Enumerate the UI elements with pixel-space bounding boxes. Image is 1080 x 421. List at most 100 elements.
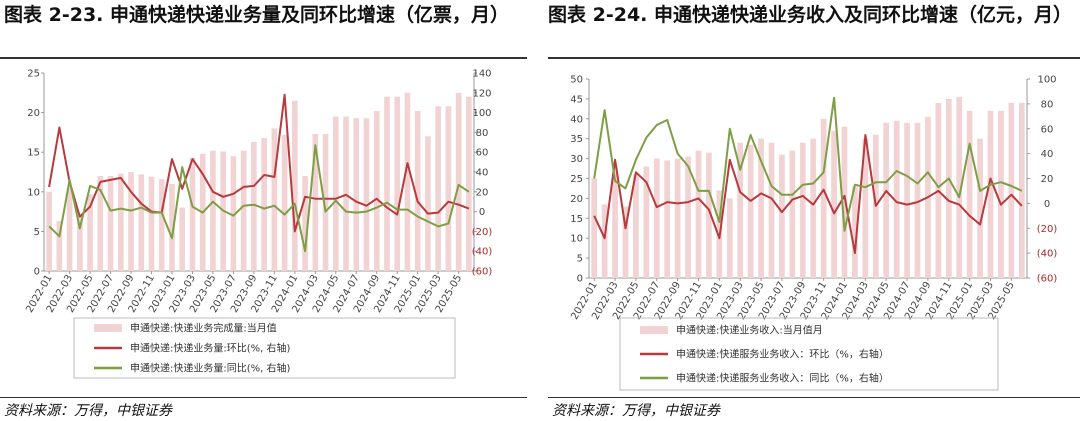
left-bar: [445, 106, 452, 271]
right-bar: [914, 122, 921, 278]
right-left-tick-label: 30: [570, 154, 583, 165]
right-legend-label: 申通快递:快递业务收入:当月值月: [676, 324, 823, 337]
right-bar: [591, 178, 598, 278]
left-bar: [302, 175, 308, 271]
right-bar: [664, 160, 671, 278]
right-right-tick-label: 0: [1044, 199, 1050, 210]
left-bar: [240, 150, 247, 271]
left-right-tick-label: (60): [472, 267, 493, 278]
right-bar: [904, 122, 910, 278]
left-bar: [169, 183, 175, 271]
left-chart-title: 图表 2-23. 申通快递快递业务量及同环比增速（亿票，月）: [4, 4, 509, 26]
left-right-tick-label: 120: [472, 88, 491, 99]
left-right-tick-label: 80: [476, 128, 489, 139]
left-legend-bar-swatch: [94, 324, 122, 332]
right-bar: [622, 206, 629, 278]
right-source-note: 资料来源：万得，中银证券: [552, 403, 720, 419]
left-right-tick-label: (40): [472, 247, 493, 258]
right-bar: [841, 126, 848, 278]
right-mom-line: [593, 134, 1023, 255]
left-bar: [210, 150, 216, 271]
left-mom-line: [48, 93, 470, 233]
left-bar: [394, 96, 401, 271]
left-source-rule: [0, 397, 527, 398]
left-bar: [66, 187, 73, 271]
right-yoy-line: [593, 96, 1023, 232]
left-bar: [128, 172, 134, 271]
right-bar: [862, 138, 869, 278]
right-right-tick-label: (40): [1037, 249, 1058, 260]
left-left-tick-label: 20: [27, 108, 40, 119]
right-bar: [695, 150, 702, 278]
right-legend-label: 申通快递:快递服务业务收入：环比（%，右轴）: [676, 348, 889, 361]
right-left-tick-label: 20: [570, 194, 583, 205]
right-left-tick-label: 5: [577, 254, 583, 265]
right-right-tick-label: (20): [1037, 224, 1058, 235]
left-bar: [158, 179, 165, 271]
left-legend-label: 申通快递:快递业务量:环比(%, 右轴): [130, 342, 290, 355]
left-legend-label: 申通快递:快递业务完成量:当月值: [130, 322, 277, 335]
left-title-rule: [0, 57, 527, 59]
right-left-tick-label: 25: [570, 174, 583, 185]
right-bar: [612, 166, 618, 278]
left-bar: [46, 191, 52, 271]
left-left-tick-label: 15: [27, 148, 40, 159]
right-left-tick-label: 15: [570, 214, 583, 225]
right-right-tick-label: 60: [1041, 124, 1054, 135]
left-bar: [455, 92, 462, 271]
left-bar: [77, 215, 83, 271]
left-right-tick-label: 140: [472, 69, 491, 80]
right-bar: [810, 138, 817, 278]
left-right-tick-label: 60: [476, 148, 489, 159]
left-bar: [312, 133, 319, 271]
right-title-rule: [548, 57, 1080, 59]
right-chart-title: 图表 2-24. 申通快递快递业务收入及同环比增速（亿元，月）: [548, 4, 1072, 26]
right-left-tick-label: 40: [570, 114, 583, 125]
right-bar: [768, 142, 775, 278]
right-legend-bar-swatch: [640, 326, 668, 334]
right-right-tick-label: 100: [1037, 75, 1056, 86]
right-right-tick-label: 20: [1041, 174, 1054, 185]
right-bar: [706, 152, 712, 278]
left-right-tick-label: 20: [476, 187, 489, 198]
right-legend-box: [619, 317, 999, 391]
left-bar: [384, 96, 390, 271]
left-bar: [261, 137, 267, 271]
right-left-tick-label: 50: [570, 75, 583, 86]
right-source-rule: [548, 397, 1080, 398]
right-bar: [601, 204, 608, 278]
right-bar: [945, 98, 952, 279]
left-legend-label: 申通快递:快递业务量:同比(%, 右轴): [130, 362, 290, 375]
left-bar: [179, 207, 186, 271]
right-bar: [758, 138, 764, 278]
left-bar: [56, 221, 63, 271]
right-bar: [852, 186, 858, 278]
left-right-tick-label: 100: [472, 108, 491, 119]
left-bar: [373, 111, 380, 272]
right-bar: [789, 150, 796, 278]
left-bar: [251, 141, 257, 271]
left-bar: [332, 116, 339, 271]
right-legend-label: 申通快递:快递服务业务收入：同比（%，右轴）: [676, 372, 889, 385]
left-bar: [363, 118, 370, 271]
right-bar: [685, 156, 691, 278]
right-bar: [726, 198, 733, 278]
right-bar: [747, 144, 754, 278]
left-bar: [281, 134, 288, 271]
right-left-tick-label: 0: [577, 274, 583, 285]
right-bar: [831, 130, 837, 278]
left-bar: [148, 176, 155, 271]
right-bar: [998, 110, 1004, 278]
right-bar: [779, 154, 785, 278]
left-right-tick-label: (20): [472, 227, 493, 238]
left-left-tick-label: 25: [27, 69, 40, 80]
left-bar: [466, 96, 472, 271]
right-bar: [1008, 102, 1015, 278]
right-left-tick-label: 35: [570, 134, 583, 145]
right-left-tick-label: 45: [570, 94, 583, 105]
right-bar: [987, 110, 994, 278]
right-right-tick-label: 40: [1041, 149, 1054, 160]
left-bar: [117, 173, 124, 271]
left-bar: [435, 106, 441, 271]
